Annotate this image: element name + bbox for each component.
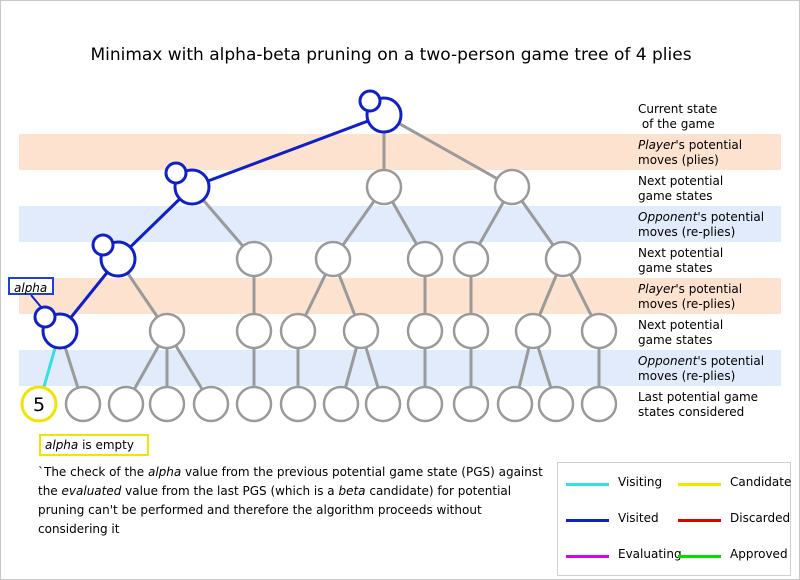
legend-label: Discarded <box>730 511 791 525</box>
tree-node-gray <box>235 385 273 423</box>
explanation-text: `The check of the alpha value from the p… <box>38 463 548 539</box>
row-label-line1: Current state <box>638 102 718 116</box>
row-label-line2: moves (re-plies) <box>638 225 736 239</box>
row-label-line2: moves (plies) <box>638 153 719 167</box>
legend-swatch <box>566 555 609 558</box>
tree-node-gray <box>406 240 444 278</box>
row-label-line1: Player's potential <box>638 282 743 296</box>
evaluated-value-text: 5 <box>33 394 45 416</box>
row-label-line1: Next potential <box>638 174 724 188</box>
row-label: Next potential game states <box>638 246 723 276</box>
tree-node-yellow <box>20 385 58 423</box>
tree-edge-blue <box>191 113 385 189</box>
row-label-em: Player <box>638 282 676 296</box>
tree-node-gray <box>537 385 575 423</box>
row-label-line1: Last potential game <box>638 390 759 404</box>
row-label: Player's potential moves (re-plies) <box>638 282 742 312</box>
row-label-line2: moves (re-plies) <box>638 297 736 311</box>
row-label-em: Player <box>638 138 676 152</box>
tree-node-gray <box>365 168 403 206</box>
legend-label: Evaluating <box>618 547 682 561</box>
tree-node-gray <box>580 312 618 350</box>
tree-node-gray <box>544 240 582 278</box>
row-label-line2: of the game <box>638 117 715 131</box>
explanation-part: value from the previous potential game s… <box>38 465 543 498</box>
legend-swatch <box>566 519 609 522</box>
tree-node-gray <box>452 240 490 278</box>
tree-node-gray <box>64 385 102 423</box>
row-label-line2: moves (re-plies) <box>638 369 736 383</box>
alpha-marker-circle <box>164 161 188 185</box>
row-label: Player's potential moves (plies) <box>638 138 742 168</box>
row-label-line1: Opponent's potential <box>638 210 765 224</box>
row-label: Next potential game states <box>638 174 723 204</box>
alpha-tag: alpha <box>8 277 54 295</box>
tree-node-gray <box>342 312 380 350</box>
row-label-line2: states considered <box>638 405 745 419</box>
row-label: Next potential game states <box>638 318 723 348</box>
diagram-title: Minimax with alpha-beta pruning on a two… <box>90 45 692 65</box>
tree-node-gray <box>192 385 230 423</box>
row-label: Last potential game states considered <box>638 390 758 420</box>
row-label-line1: Opponent's potential <box>638 354 765 368</box>
row-label-line1: Player's potential <box>638 138 743 152</box>
tree-node-gray <box>580 385 618 423</box>
tree-node-gray <box>314 240 352 278</box>
legend-label: Visited <box>618 511 659 525</box>
tree-node-gray <box>107 385 145 423</box>
legend-label: Visiting <box>618 475 663 489</box>
tree-node-gray <box>452 312 490 350</box>
row-band <box>19 134 781 170</box>
legend-label: Candidate <box>730 475 792 489</box>
tree-node-gray <box>235 312 273 350</box>
row-label-line2: game states <box>638 189 713 203</box>
legend-swatch <box>678 483 721 486</box>
legend-swatch <box>566 483 609 486</box>
row-label: Current state of the game <box>638 102 717 132</box>
tree-node-gray <box>148 312 186 350</box>
explanation-part: candidate) for potential pruning can't b… <box>38 484 512 536</box>
tree-node-gray <box>496 385 534 423</box>
explanation-part: value from the last PGS (which is a <box>121 484 339 498</box>
row-label-line1: Next potential <box>638 318 724 332</box>
legend-swatch <box>678 555 721 558</box>
explanation-em: beta <box>338 484 366 498</box>
explanation-em: evaluated <box>61 484 122 498</box>
row-label: Opponent's potential moves (re-plies) <box>638 354 764 384</box>
alpha-status-em: alpha <box>45 438 79 452</box>
alpha-status-box: alpha is empty <box>39 434 149 456</box>
tree-node-gray <box>452 385 490 423</box>
legend-label: Approved <box>730 547 788 561</box>
legend: Visiting Candidate Visited Discarded Eva… <box>557 462 791 576</box>
row-label-em: Opponent <box>638 210 698 224</box>
tree-node-gray <box>493 168 531 206</box>
tree-node-gray <box>364 385 402 423</box>
alpha-tag-pointer <box>30 294 42 308</box>
tree-node-gray <box>406 312 444 350</box>
row-band <box>19 278 781 314</box>
tree-edge-gray <box>383 113 513 189</box>
explanation-part: `The check of the <box>38 465 148 479</box>
alpha-status-text: is empty <box>78 438 134 452</box>
alpha-marker-circle <box>91 233 115 257</box>
tree-node-gray <box>279 312 317 350</box>
tree-node-gray <box>514 312 552 350</box>
tree-node-gray <box>322 385 360 423</box>
tree-node-gray <box>406 385 444 423</box>
row-label-line2: game states <box>638 261 713 275</box>
alpha-marker-circle <box>33 305 57 329</box>
legend-swatch <box>678 519 721 522</box>
tree-node-gray <box>148 385 186 423</box>
tree-node-gray <box>235 240 273 278</box>
row-label: Opponent's potential moves (re-plies) <box>638 210 764 240</box>
alpha-marker-circle <box>358 89 382 113</box>
game-tree: 5 <box>19 89 781 423</box>
row-label-line1: Next potential <box>638 246 724 260</box>
tree-node-gray <box>279 385 317 423</box>
explanation-em: alpha <box>147 465 182 479</box>
row-label-em: Opponent <box>638 354 698 368</box>
row-band <box>19 206 781 242</box>
row-label-line2: game states <box>638 333 713 347</box>
